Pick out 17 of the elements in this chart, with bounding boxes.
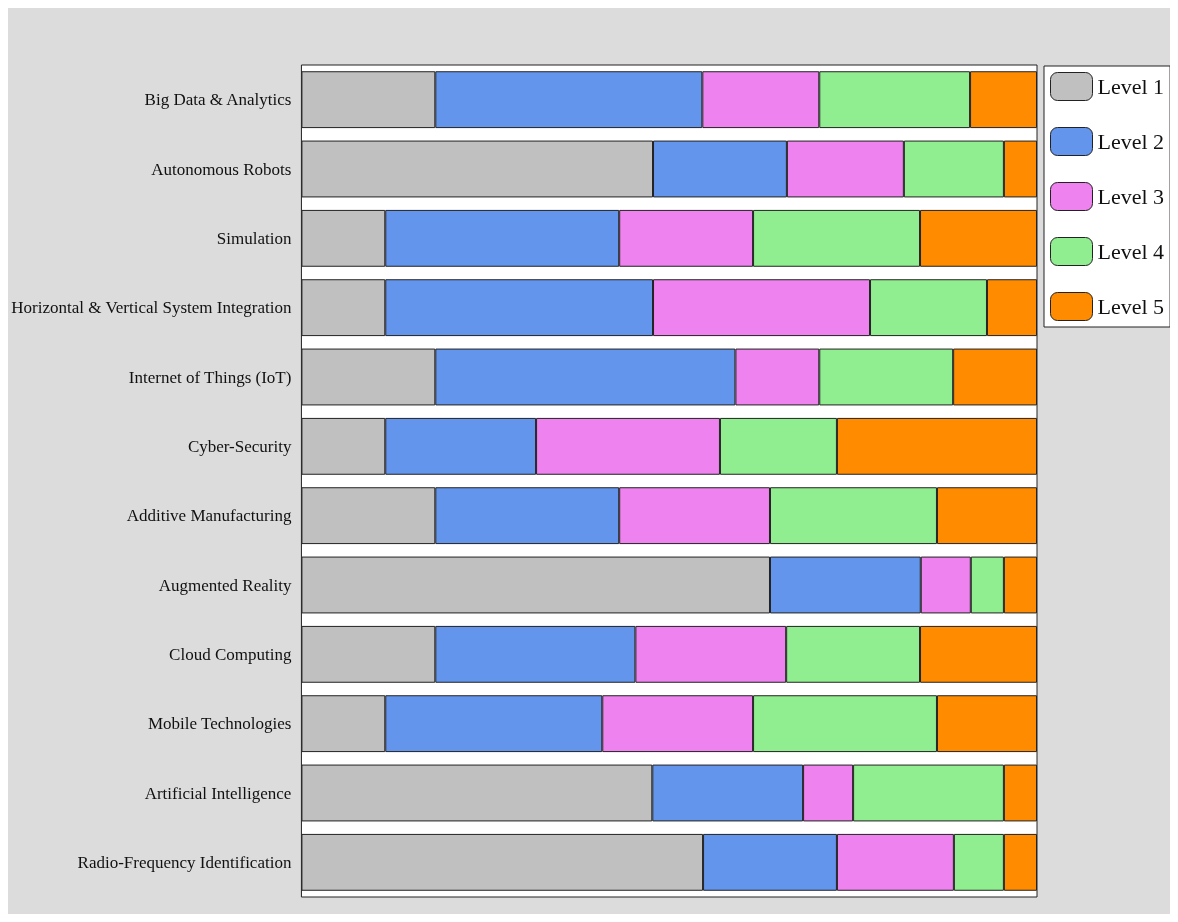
y-tick-label: Additive Manufacturing xyxy=(126,506,292,526)
legend-label: Level 3 xyxy=(1097,184,1165,209)
y-tick-label: Radio-Frequency Identification xyxy=(77,852,292,872)
legend-label: Level 2 xyxy=(1097,129,1165,154)
legend-label: Level 5 xyxy=(1097,294,1165,319)
y-tick-label: Autonomous Robots xyxy=(151,159,292,179)
y-tick-label: Artificial Intelligence xyxy=(144,783,292,803)
y-tick-label: Augmented Reality xyxy=(158,575,292,595)
y-tick-label: Big Data & Analytics xyxy=(144,90,292,110)
y-tick-label: Cyber-Security xyxy=(187,436,292,456)
legend-label: Level 4 xyxy=(1097,239,1165,264)
y-tick-label: Internet of Things (IoT) xyxy=(128,367,292,387)
y-tick-label: Simulation xyxy=(216,228,292,248)
y-tick-label: Horizontal & Vertical System Integration xyxy=(11,298,292,318)
legend-label: Level 1 xyxy=(1097,74,1165,99)
y-tick-label: Cloud Computing xyxy=(169,644,292,664)
y-tick-label: Mobile Technologies xyxy=(147,714,292,734)
